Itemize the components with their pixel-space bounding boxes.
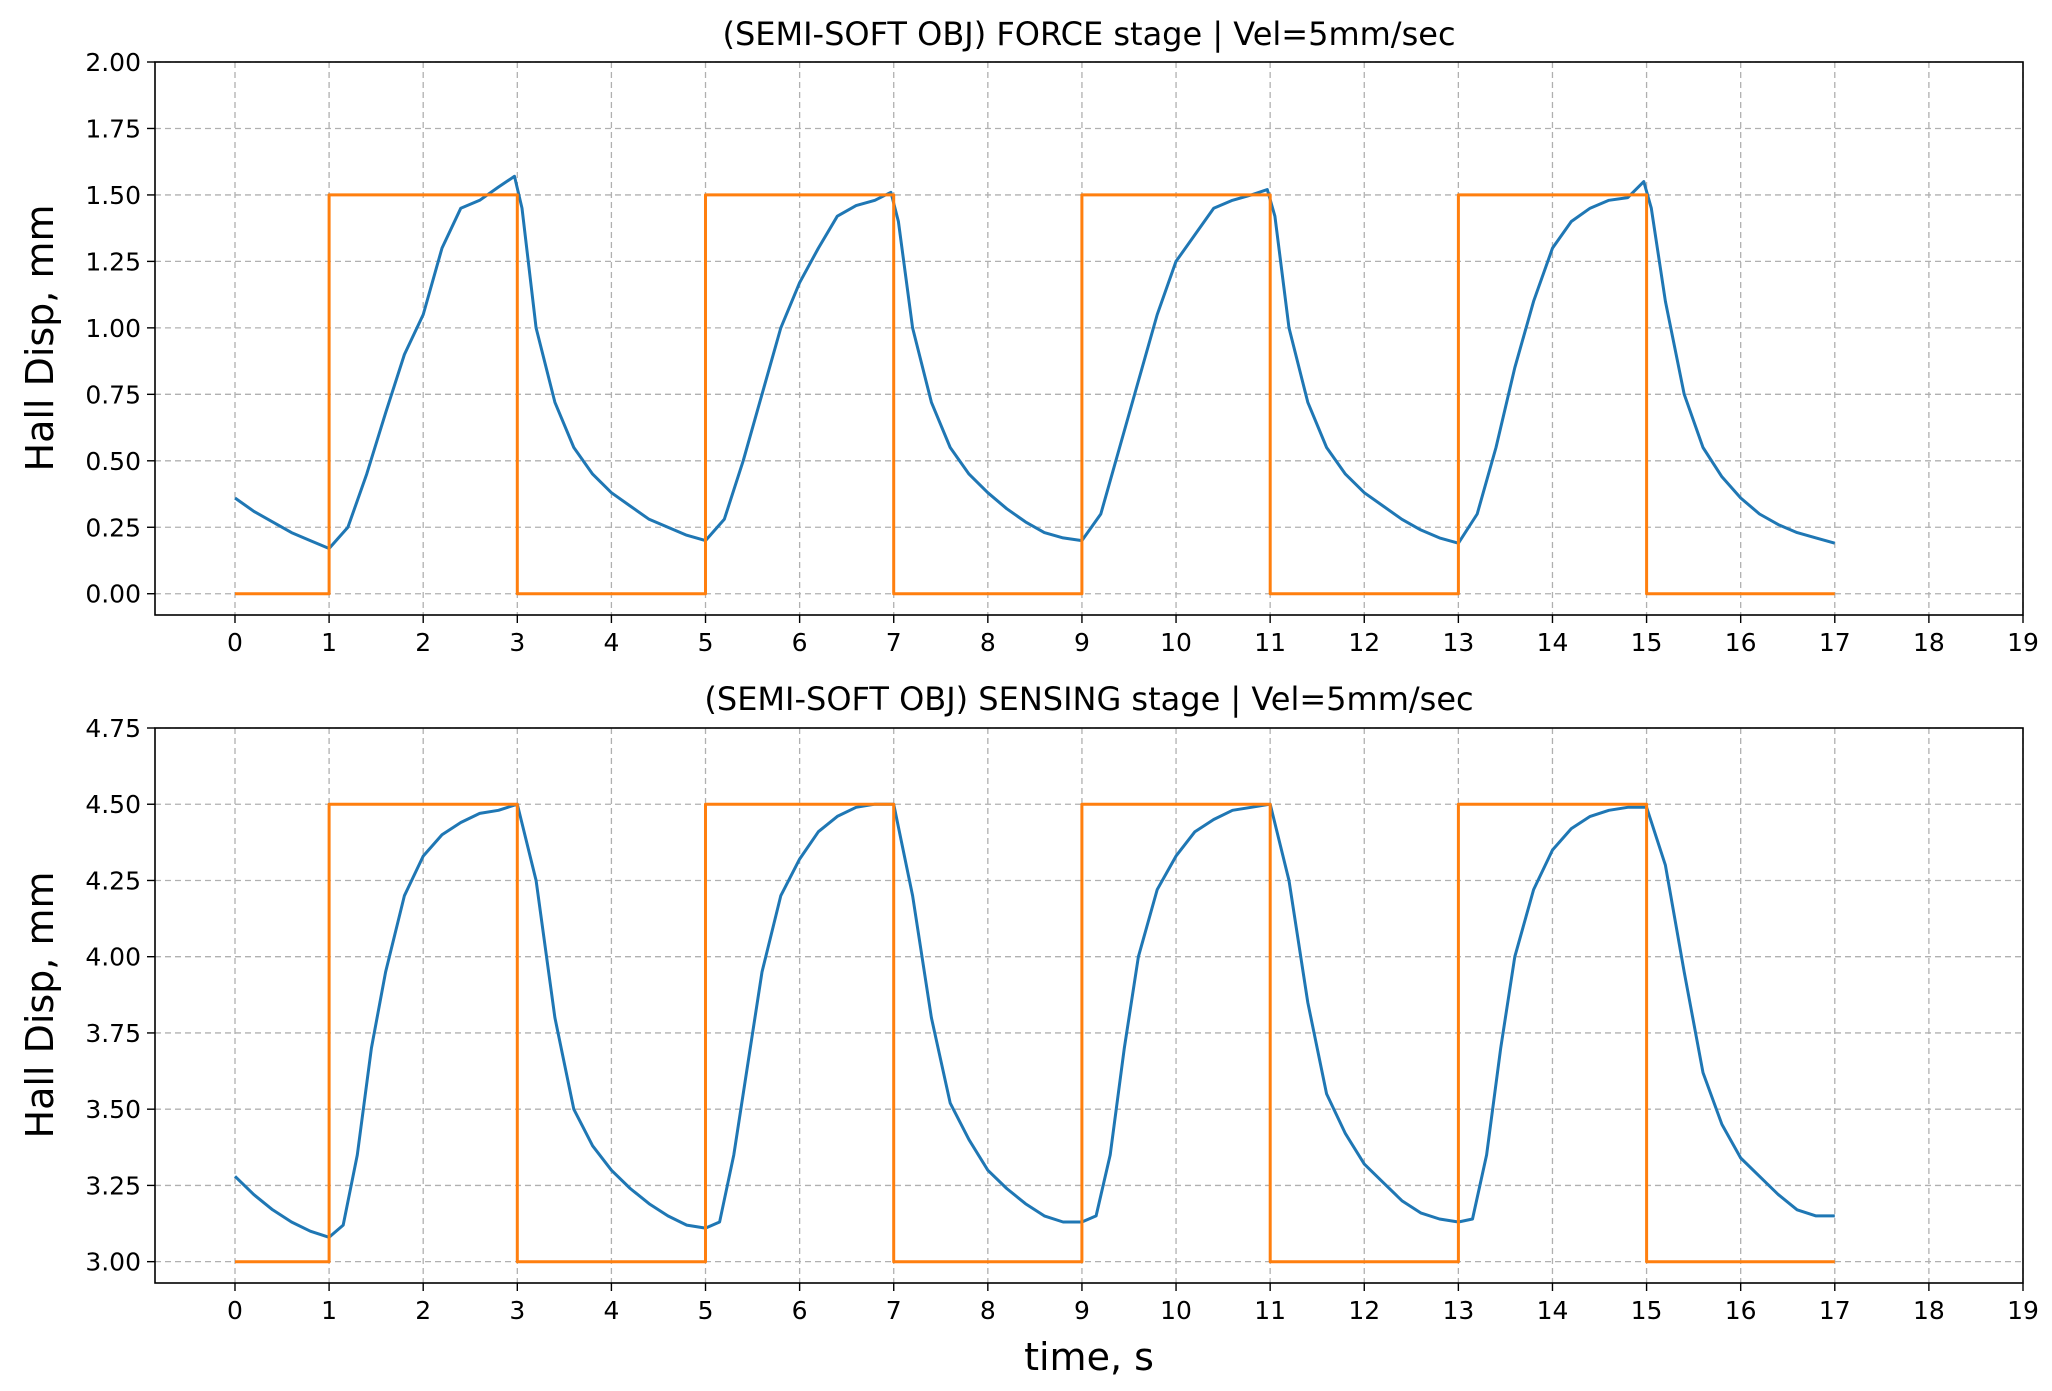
force-stage-y-tick-label: 1.25 [85,247,141,276]
sensing-stage-x-tick-label: 17 [1819,1296,1851,1325]
sensing-stage-x-tick-label: 1 [321,1296,337,1325]
force-stage-series [234,174,1836,596]
force-stage-x-tick-label: 14 [1537,628,1569,657]
force-stage-y-tick-label: 0.50 [85,447,141,476]
force-stage-x-tick-label: 7 [886,628,902,657]
sensing-stage-title: (SEMI-SOFT OBJ) SENSING stage | Vel=5mm/… [704,680,1473,718]
sensing-stage-x-tick-label: 12 [1348,1296,1380,1325]
force-stage-plot-frame [154,61,2024,616]
force-stage-x-tick-label: 4 [603,628,619,657]
force-stage-y-tick-label: 2.00 [85,48,141,77]
sensing-stage-x-tick-label: 18 [1913,1296,1945,1325]
force-stage-y-ticks: 0.00 0.25 0.50 0.75 1.00 1.25 1.50 1.75 2.00 [85,48,155,609]
sensing-stage-series [233,802,1835,1264]
sensing-stage-x-tick-label: 0 [227,1296,243,1325]
sensing-stage-y-tick-label: 4.50 [85,790,141,819]
force-stage-x-tick-label: 12 [1348,628,1380,657]
force-stage-x-tick-label: 18 [1913,628,1945,657]
force-stage-y-tick-label: 1.00 [85,314,141,343]
sensing-stage-y-tick-label: 4.75 [85,714,141,743]
force-stage-x-tick-label: 1 [321,628,337,657]
sensing-stage-y-tick-label: 3.75 [85,1019,141,1048]
x-axis-label: time, s [1024,1335,1154,1379]
sensing-stage-x-tick-label: 10 [1160,1296,1192,1325]
force-stage-x-tick-label: 16 [1725,628,1757,657]
force-stage-y-tick-label: 0.25 [85,513,141,542]
force-stage-plot-background [155,62,2023,615]
force-stage-x-tick-label: 13 [1442,628,1474,657]
sensing-stage-plot-background [155,728,2023,1283]
force-stage-y-tick-label: 0.75 [85,380,141,409]
sensing-stage-x-tick-label: 5 [698,1296,714,1325]
force-stage-y-axis-label: Hall Disp, mm [18,205,62,472]
force-stage-x-tick-label: 2 [415,628,431,657]
sensing-stage-y-tick-label: 3.00 [85,1248,141,1277]
sensing-stage-x-tick-label: 11 [1254,1296,1286,1325]
sensing-stage-x-tick-label: 15 [1631,1296,1663,1325]
sensing-stage-y-ticks: 3.00 3.25 3.50 3.75 4.00 4.25 4.50 4.75 [85,714,155,1277]
sensing-stage-command-line [235,802,1835,1264]
sensing-stage-x-tick-label: 16 [1725,1296,1757,1325]
force-stage-x-tick-label: 15 [1631,628,1663,657]
sensing-stage-x-tick-label: 3 [509,1296,525,1325]
force-stage-y-tick-label: 1.50 [85,181,141,210]
sensing-stage-x-tick-label: 9 [1074,1296,1090,1325]
force-stage-x-tick-label: 9 [1074,628,1090,657]
force-stage-y-tick-label: 1.75 [85,114,141,143]
force-stage-x-tick-label: 8 [980,628,996,657]
force-stage-x-tick-label: 6 [792,628,808,657]
sensing-stage-axes: 0 1 2 3 4 5 6 7 8 9 10 11 12 13 14 15 16 17 18 19 3.003.253… [18,680,2039,1379]
force-stage-x-tick-label: 0 [227,628,243,657]
sensing-stage-y-tick-label: 3.25 [85,1171,141,1200]
sensing-stage-x-tick-label: 6 [792,1296,808,1325]
force-stage-x-tick-label: 19 [2007,628,2039,657]
sensing-stage-y-axis-label: Hall Disp, mm [18,872,62,1139]
force-stage-axes: 0 1 2 3 4 5 6 7 8 9 10 11 12 13 14 15 16 17 18 19 0.000.250… [18,15,2039,657]
sensing-stage-x-tick-label: 8 [980,1296,996,1325]
sensing-stage-x-tick-label: 19 [2007,1296,2039,1325]
force-stage-x-tick-label: 3 [509,628,525,657]
sensing-stage-y-tick-label: 3.50 [85,1095,141,1124]
sensing-stage-x-tick-label: 4 [603,1296,619,1325]
sensing-stage-x-tick-label: 14 [1537,1296,1569,1325]
force-stage-title: (SEMI-SOFT OBJ) FORCE stage | Vel=5mm/se… [722,15,1455,53]
force-stage-x-tick-label: 5 [698,628,714,657]
sensing-stage-x-ticks: 0 1 2 3 4 5 6 7 8 9 10 11 12 13 14 15 16 17 18 19 [227,1283,2039,1325]
sensing-stage-measured-line [233,802,1835,1239]
sensing-stage-x-tick-label: 13 [1442,1296,1474,1325]
force-stage-x-tick-label: 11 [1254,628,1286,657]
sensing-stage-y-tick-label: 4.25 [85,866,141,895]
sensing-stage-y-tick-label: 4.00 [85,943,141,972]
force-stage-command-line [235,193,1835,596]
sensing-stage-x-tick-label: 2 [415,1296,431,1325]
sensing-stage-plot-frame [154,727,2024,1284]
force-stage-x-tick-label: 17 [1819,628,1851,657]
force-stage-x-ticks: 0 1 2 3 4 5 6 7 8 9 10 11 12 13 14 15 16 17 18 19 [227,615,2039,657]
force-stage-x-tick-label: 10 [1160,628,1192,657]
sensing-stage-x-tick-label: 7 [886,1296,902,1325]
force-stage-y-tick-label: 0.00 [85,580,141,609]
force-stage-measured-line [234,174,1836,550]
